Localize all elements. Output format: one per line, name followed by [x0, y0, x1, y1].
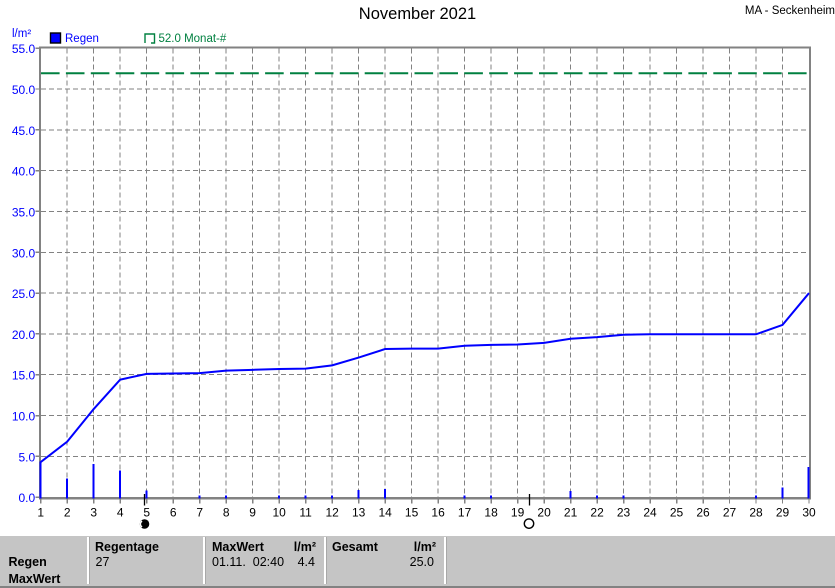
svg-text:28: 28	[749, 506, 763, 520]
svg-text:22: 22	[590, 506, 604, 520]
svg-text:10: 10	[272, 506, 286, 520]
svg-text:3: 3	[90, 506, 97, 520]
svg-text:21: 21	[564, 506, 578, 520]
svg-text:4: 4	[117, 506, 124, 520]
svg-text:50.0: 50.0	[12, 83, 36, 97]
svg-text:17: 17	[458, 506, 472, 520]
svg-text:40.0: 40.0	[12, 165, 36, 179]
svg-text:6: 6	[170, 506, 177, 520]
svg-text:16: 16	[431, 506, 445, 520]
svg-text:25.0: 25.0	[12, 287, 36, 301]
svg-text:30.0: 30.0	[12, 246, 36, 260]
svg-text:Regen: Regen	[65, 33, 99, 45]
svg-text:5: 5	[143, 506, 150, 520]
svg-text:7: 7	[196, 506, 203, 520]
svg-text:35.0: 35.0	[12, 205, 36, 219]
svg-text:20.0: 20.0	[12, 328, 36, 342]
svg-text:25: 25	[670, 506, 684, 520]
svg-text:15.0: 15.0	[12, 369, 36, 383]
svg-text:55.0: 55.0	[12, 42, 36, 56]
svg-text:45.0: 45.0	[12, 124, 36, 138]
svg-text:11: 11	[299, 506, 312, 520]
svg-text:5.0: 5.0	[19, 450, 36, 464]
svg-text:29: 29	[776, 506, 790, 520]
svg-text:52.0 Monat-#: 52.0 Monat-#	[159, 33, 227, 45]
svg-text:18: 18	[484, 506, 498, 520]
svg-text:l/m²: l/m²	[12, 28, 31, 40]
svg-text:26: 26	[696, 506, 710, 520]
svg-text:13: 13	[352, 506, 366, 520]
svg-text:19: 19	[511, 506, 525, 520]
svg-text:15: 15	[405, 506, 419, 520]
svg-text:30: 30	[802, 506, 816, 520]
svg-text:1: 1	[37, 506, 44, 520]
svg-text:10.0: 10.0	[12, 410, 36, 424]
svg-text:0.0: 0.0	[19, 491, 36, 505]
svg-text:8: 8	[223, 506, 230, 520]
svg-text:9: 9	[249, 506, 256, 520]
svg-text:14: 14	[378, 506, 392, 520]
svg-text:12: 12	[325, 506, 339, 520]
svg-text:23: 23	[617, 506, 631, 520]
svg-text:27: 27	[723, 506, 737, 520]
svg-text:2: 2	[64, 506, 71, 520]
svg-text:24: 24	[643, 506, 657, 520]
svg-text:20: 20	[537, 506, 551, 520]
